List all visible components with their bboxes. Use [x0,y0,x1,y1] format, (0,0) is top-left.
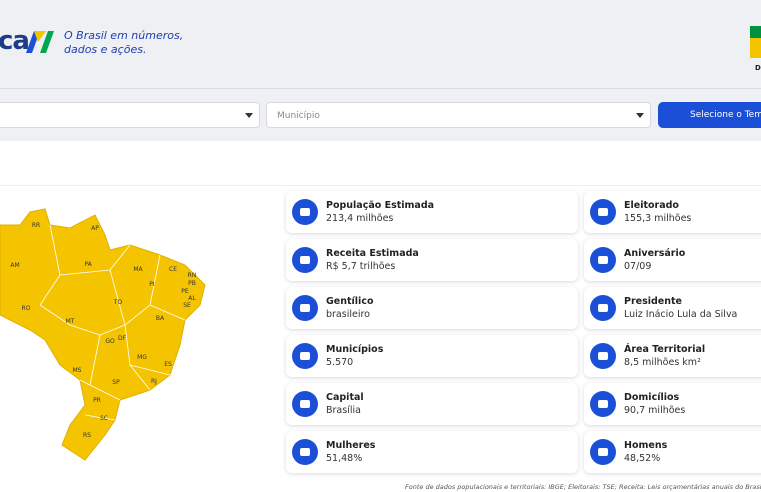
card-icon [590,295,616,321]
logo[interactable]: ca [0,26,30,56]
state-label[interactable]: MG [137,354,147,361]
state-label[interactable]: TO [113,299,123,306]
state-label[interactable]: PB [188,280,196,287]
card-label: Receita Estimada [326,248,419,259]
card-label: Área Territorial [624,344,706,355]
gov-logo-text: D [755,64,761,72]
state-label[interactable]: RJ [151,378,157,385]
card-icon [590,199,616,225]
card-value: Brasília [326,405,361,416]
state-label[interactable]: SE [183,302,191,309]
info-card[interactable]: Presidente Luiz Inácio Lula da Silva [584,287,761,329]
card-icon [590,439,616,465]
card-value: 07/09 [624,261,652,272]
gov-logo-green [750,26,761,38]
card-value: 8,5 milhões km² [624,357,701,368]
card-label: Aniversário [624,248,686,259]
placeholder: Município [277,111,320,121]
card-icon [590,247,616,273]
card-icon [292,439,318,465]
municipio-select[interactable]: Município [266,102,651,128]
card-icon [292,391,318,417]
divider [0,185,761,186]
state-label[interactable]: SP [112,379,120,386]
card-icon [292,247,318,273]
map-shape[interactable] [0,208,206,461]
state-label[interactable]: PR [93,397,101,404]
state-label[interactable]: GO [105,338,115,345]
card-label: Homens [624,440,668,451]
card-value: 155,3 milhões [624,213,692,224]
info-card[interactable]: Aniversário 07/09 [584,239,761,281]
info-card[interactable]: População Estimada 213,4 milhões [286,191,578,233]
card-label: Gentílico [326,296,374,307]
info-card[interactable]: Receita Estimada R$ 5,7 trilhões [286,239,578,281]
state-label[interactable]: RO [22,305,31,312]
card-icon [292,343,318,369]
state-label[interactable]: AL [188,295,196,302]
state-label[interactable]: AP [91,225,99,232]
state-label[interactable]: BA [156,315,165,322]
state-label[interactable]: RR [32,222,40,229]
state-borders [39,224,186,421]
state-label[interactable]: DF [118,335,127,342]
card-value: 5.570 [326,357,354,368]
state-label[interactable]: MT [66,318,75,325]
card-value: brasileiro [326,309,370,320]
theme-button[interactable]: Selecione o Tema [658,102,761,128]
card-icon [292,295,318,321]
state-label[interactable]: RS [83,432,91,439]
info-card[interactable]: Eleitorado 155,3 milhões [584,191,761,233]
state-label[interactable]: RN [188,272,197,279]
state-label[interactable]: MA [133,266,143,273]
card-value: 48,52% [624,453,661,464]
gov-logo [750,26,761,58]
card-icon [590,343,616,369]
state-label[interactable]: PA [84,261,92,268]
state-label[interactable]: PE [181,288,189,295]
info-card[interactable]: Capital Brasília [286,383,578,425]
card-value: 51,48% [326,453,363,464]
header: ca O Brasil em números, dados e ações. D [0,0,761,89]
button-label: Selecione o Tema [690,110,761,120]
card-label: Domicílios [624,392,680,403]
card-label: População Estimada [326,200,435,211]
tagline: O Brasil em números, dados e ações. [64,29,184,56]
footer-note: Fonte de dados populacionais e territori… [405,483,761,491]
card-label: Capital [326,392,364,403]
info-card[interactable]: Área Territorial 8,5 milhões km² [584,335,761,377]
state-select[interactable] [0,102,260,128]
card-value: 90,7 milhões [624,405,686,416]
card-icon [590,391,616,417]
state-label[interactable]: AM [10,262,19,269]
state-label[interactable]: SC [100,415,108,422]
card-label: Eleitorado [624,200,679,211]
search-bar: Município Selecione o Tema [0,89,761,141]
info-card[interactable]: Homens 48,52% [584,431,761,473]
card-label: Presidente [624,296,682,307]
card-label: Mulheres [326,440,376,451]
card-label: Municípios [326,344,384,355]
state-label[interactable]: MS [73,367,82,374]
card-value: R$ 5,7 trilhões [326,261,396,272]
info-card[interactable]: Domicílios 90,7 milhões [584,383,761,425]
info-card[interactable]: Gentílico brasileiro [286,287,578,329]
card-icon [292,199,318,225]
state-label[interactable]: CE [169,266,177,273]
card-value: Luiz Inácio Lula da Silva [624,309,738,320]
info-card[interactable]: Mulheres 51,48% [286,431,578,473]
info-card[interactable]: Municípios 5.570 [286,335,578,377]
card-value: 213,4 milhões [326,213,394,224]
state-label[interactable]: PI [149,281,155,288]
logo-icon [26,31,54,53]
state-label[interactable]: ES [164,361,172,368]
